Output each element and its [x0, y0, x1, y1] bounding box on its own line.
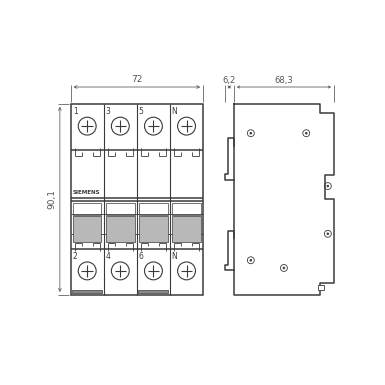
- Bar: [73, 203, 101, 215]
- Text: 90,1: 90,1: [48, 189, 57, 209]
- Text: 5: 5: [139, 107, 144, 116]
- Text: N: N: [171, 107, 177, 116]
- Text: 6: 6: [139, 252, 144, 261]
- Text: 68,3: 68,3: [275, 76, 293, 85]
- Text: 4: 4: [106, 252, 110, 261]
- Bar: [71, 104, 203, 295]
- Text: 72: 72: [131, 75, 142, 84]
- Bar: [139, 290, 169, 293]
- Bar: [106, 216, 135, 242]
- Text: 6,2: 6,2: [223, 76, 236, 85]
- Bar: [73, 216, 101, 242]
- Circle shape: [283, 267, 285, 269]
- Bar: [318, 285, 324, 290]
- Circle shape: [250, 259, 252, 261]
- Bar: [72, 290, 102, 293]
- Bar: [139, 203, 168, 215]
- Circle shape: [327, 185, 329, 187]
- Circle shape: [327, 233, 329, 235]
- Bar: [172, 203, 201, 215]
- Circle shape: [305, 132, 307, 134]
- Bar: [106, 203, 135, 215]
- Bar: [172, 216, 201, 242]
- Circle shape: [250, 132, 252, 134]
- Bar: [139, 216, 168, 242]
- Polygon shape: [234, 104, 334, 295]
- Text: SIEMENS: SIEMENS: [73, 190, 100, 195]
- Text: N: N: [171, 252, 177, 261]
- Text: 3: 3: [106, 107, 110, 116]
- Text: 1: 1: [73, 107, 77, 116]
- Text: 2: 2: [73, 252, 77, 261]
